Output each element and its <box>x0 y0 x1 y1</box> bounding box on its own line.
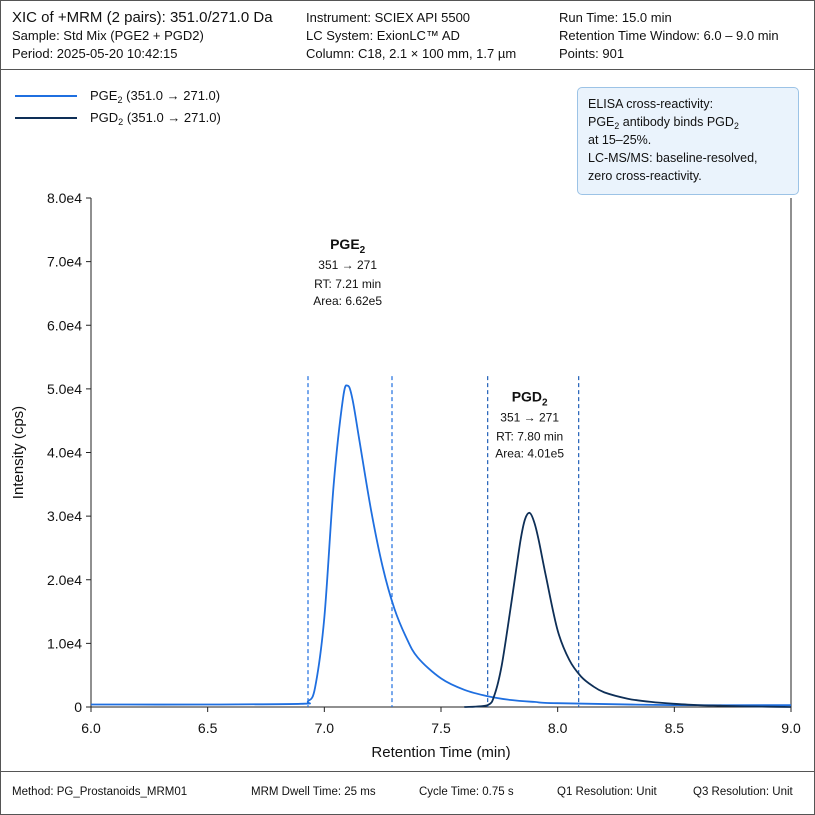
y-tick-label: 2.0e4 <box>47 572 82 588</box>
rt-window-info: Retention Time Window: 6.0 – 9.0 min <box>559 28 779 43</box>
pgd2-trace <box>464 511 792 708</box>
peak-transition-pge2: 351 → 271 <box>318 258 377 272</box>
x-tick-label: 7.0 <box>315 720 335 736</box>
xic-title: XIC of +MRM (2 pairs): 351.0/271.0 Da <box>12 9 273 26</box>
run-info-header: XIC of +MRM (2 pairs): 351.0/271.0 Da Sa… <box>1 1 814 70</box>
q3-resolution-info: Q3 Resolution: Unit <box>693 786 793 798</box>
x-tick-label: 6.5 <box>198 720 218 736</box>
note-line-1: ELISA cross-reactivity: <box>588 97 714 111</box>
peak-label-pgd2: PGD2 <box>512 389 548 409</box>
sample-info: Sample: Std Mix (PGE2 + PGD2) <box>12 28 204 43</box>
period-info: Period: 2025-05-20 10:42:15 <box>12 46 178 61</box>
peak-area-pgd2: Area: 4.01e5 <box>495 447 564 461</box>
q1-resolution-info: Q1 Resolution: Unit <box>557 786 657 798</box>
header-col-run: Run Time: 15.0 min Retention Time Window… <box>559 9 779 63</box>
peak-rt-pge2: RT: 7.21 min <box>314 277 381 291</box>
x-tick-label: 6.0 <box>81 720 101 736</box>
y-axis-label: Intensity (cps) <box>10 406 27 499</box>
note-line-4: LC-MS/MS: baseline-resolved, <box>588 151 758 165</box>
note-line-2: PGE2 antibody binds PGD2 <box>588 115 739 131</box>
peak-transition-pgd2: 351 → 271 <box>500 411 559 425</box>
legend-label-pge2: PGE2 (351.0 → 271.0) <box>90 88 221 105</box>
legend-label-pgd2: PGD2 (351.0 → 271.0) <box>90 110 221 127</box>
x-axis-label: Retention Time (min) <box>371 744 510 761</box>
peak-area-pge2: Area: 6.62e5 <box>313 294 382 308</box>
y-tick-label: 4.0e4 <box>47 445 82 461</box>
y-tick-label: 8.0e4 <box>47 190 82 206</box>
column-info: Column: C18, 2.1 × 100 mm, 1.7 µm <box>306 46 517 61</box>
y-tick-label: 1.0e4 <box>47 635 82 651</box>
peak-rt-pgd2: RT: 7.80 min <box>496 430 563 444</box>
x-tick-label: 8.0 <box>548 720 568 736</box>
cross-reactivity-note: ELISA cross-reactivity: PGE2 antibody bi… <box>577 87 799 195</box>
chromatogram-plot: 0 1.0e4 2.0e4 3.0e4 4.0e4 5.0e4 6.0e4 7.0e4 8.0e… <box>10 190 801 761</box>
lc-system-info: LC System: ExionLC™ AD <box>306 28 460 43</box>
pge2-trace <box>90 384 792 707</box>
x-tick-label: 7.5 <box>431 720 451 736</box>
note-line-3: at 15–25%. <box>588 133 652 147</box>
method-footer: Method: PG_Prostanoids_MRM01 MRM Dwell T… <box>1 771 814 814</box>
legend-swatch-pge2 <box>15 95 77 97</box>
header-col-instrument: Instrument: SCIEX API 5500 LC System: Ex… <box>306 9 516 63</box>
x-tick-label: 9.0 <box>781 720 801 736</box>
legend-swatch-pgd2 <box>15 117 77 119</box>
dwell-time-info: MRM Dwell Time: 25 ms <box>251 786 376 798</box>
y-tick-label: 0 <box>74 699 82 715</box>
peak-label-pge2: PGE2 <box>330 236 366 256</box>
instrument-info: Instrument: SCIEX API 5500 <box>306 10 471 25</box>
cycle-time-info: Cycle Time: 0.75 s <box>419 786 514 798</box>
method-info: Method: PG_Prostanoids_MRM01 <box>12 786 188 798</box>
y-tick-label: 7.0e4 <box>47 254 82 270</box>
note-line-5: zero cross-reactivity. <box>588 169 702 183</box>
points-info: Points: 901 <box>559 46 625 61</box>
run-time-info: Run Time: 15.0 min <box>559 10 672 25</box>
y-tick-label: 3.0e4 <box>47 508 82 524</box>
y-tick-label: 5.0e4 <box>47 381 82 397</box>
y-tick-label: 6.0e4 <box>47 317 82 333</box>
x-tick-label: 8.5 <box>665 720 685 736</box>
header-col-sample: XIC of +MRM (2 pairs): 351.0/271.0 Da Sa… <box>12 9 273 63</box>
